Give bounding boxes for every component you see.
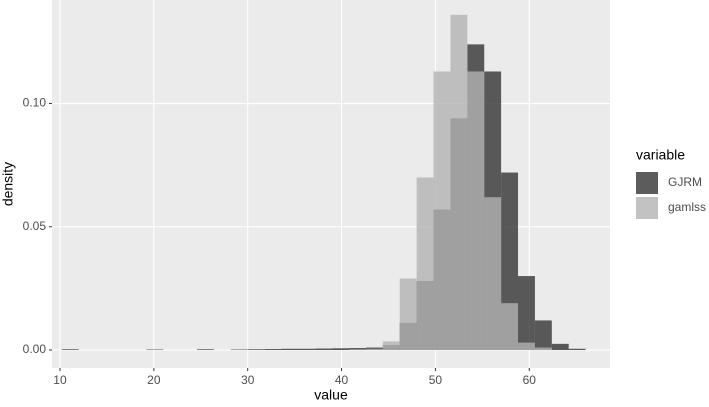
bar	[535, 348, 552, 350]
y-tick-label: 0.00	[23, 342, 47, 356]
x-axis-title: value	[314, 387, 348, 402]
y-axis-title: density	[0, 162, 16, 206]
bar	[400, 279, 417, 350]
x-tick-label: 30	[241, 373, 255, 387]
bar	[434, 71, 451, 350]
x-tick-label: 50	[429, 373, 443, 387]
bar	[62, 349, 79, 350]
bar	[467, 71, 484, 350]
bar	[417, 177, 434, 350]
y-tick-label: 0.10	[23, 96, 47, 110]
bar	[332, 348, 349, 350]
bar	[366, 349, 383, 350]
bar	[349, 349, 366, 350]
bar	[281, 349, 298, 350]
legend-key	[636, 197, 658, 219]
bar	[315, 349, 332, 350]
bar	[569, 349, 586, 350]
legend-label: GJRM	[668, 175, 702, 189]
x-tick-label: 40	[335, 373, 349, 387]
x-tick-label: 20	[147, 373, 161, 387]
bar	[298, 349, 315, 350]
bar	[484, 197, 501, 350]
bar	[518, 343, 535, 350]
bar	[197, 349, 214, 350]
bar	[518, 276, 535, 350]
bar	[552, 344, 569, 350]
legend-label: gamlss	[668, 200, 706, 214]
bar	[501, 303, 518, 350]
bar	[248, 349, 265, 350]
x-tick-label: 60	[523, 373, 537, 387]
y-tick-label: 0.05	[23, 219, 47, 233]
legend-title: variable	[636, 147, 685, 163]
legend-key	[636, 172, 658, 194]
x-tick-label: 10	[53, 373, 67, 387]
bar	[265, 349, 282, 350]
bar	[383, 341, 400, 350]
bar	[535, 320, 552, 350]
bar	[450, 15, 467, 350]
